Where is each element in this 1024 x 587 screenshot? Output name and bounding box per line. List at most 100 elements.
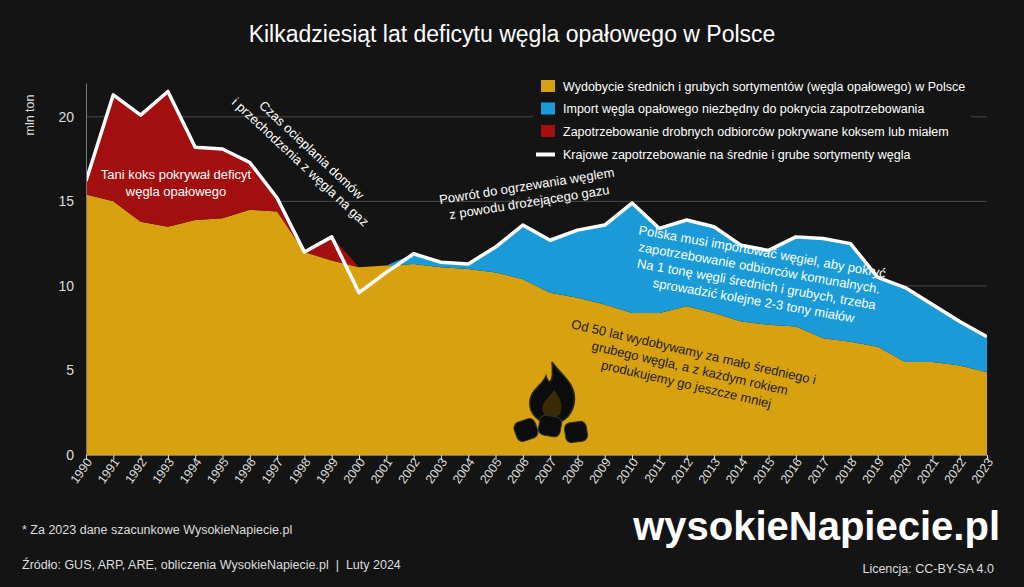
x-tick: 2019 [860,455,887,486]
annotation-text: Czas ocieplania domów [256,98,367,203]
footnote: * Za 2023 dane szacunkowe WysokieNapieci… [22,523,292,537]
x-tick-label: 2008 [559,455,586,486]
x-tick-label: 2003 [423,455,450,486]
x-tick-label: 1999 [313,455,340,486]
x-tick-label: 1991 [95,455,122,486]
x-tick: 2001 [368,455,395,486]
x-tick: 2023 [969,455,996,486]
x-tick-label: 2018 [832,455,859,486]
x-tick: 2002 [395,455,422,486]
x-tick: 2014 [723,455,750,486]
x-tick-label: 2016 [778,455,805,486]
annotation-text: produkujemy go jeszcze mniej [600,357,773,411]
y-axis-line [86,84,87,456]
x-tick-label: 2020 [887,455,914,486]
y-tick-label: 20 [58,109,74,125]
legend-label: Zapotrzebowanie drobnych odbiorców pokry… [563,125,949,139]
x-tick-label: 2002 [395,455,422,486]
x-tick: 1998 [286,455,313,486]
chart-container: Kilkadziesiąt lat deficytu węgla opałowe… [0,0,1024,587]
coal-lump [564,421,589,444]
legend-label: Import węgla opałowego niezbędny do pokr… [563,102,924,116]
y-tick-label: 10 [58,278,74,294]
x-tick: 2010 [614,455,641,486]
area [86,195,987,373]
annotation: Polska musi importować węgiel, aby pokry… [629,222,888,329]
x-tick-label: 1994 [177,455,204,486]
x-tick-label: 2012 [668,455,695,486]
legend-swatch [541,80,555,92]
x-tick-label: 2005 [477,455,504,486]
x-tick-label: 2017 [805,455,832,486]
x-tick-label: 2014 [723,455,750,486]
x-tick-label: 2009 [587,455,614,486]
chart-svg: Kilkadziesiąt lat deficytu węgla opałowe… [0,0,1024,587]
x-tick: 2009 [587,455,614,486]
annotation-text: z powodu drożejącego gazu [448,182,610,222]
x-tick-label: 2011 [642,455,669,485]
x-tick: 2013 [696,455,723,486]
x-tick-label: 2013 [696,455,723,486]
legend-label: Krajowe zapotrzebowanie na średnie i gru… [563,148,910,162]
x-tick: 1992 [122,455,149,486]
annotation-text: i przechodzenia z węgla na gaz [229,95,372,230]
x-tick-label: 1997 [259,455,286,486]
y-tick-label: 15 [58,193,74,209]
legend-swatch [541,125,555,137]
x-tick: 2000 [341,455,368,486]
x-tick-label: 1990 [68,455,95,486]
x-axis: 1990199119921993199419951996199719981999… [68,455,996,486]
x-tick-label: 2000 [341,455,368,486]
x-tick: 1991 [95,455,122,486]
x-tick-label: 1996 [232,455,259,486]
annotation: Czas ocieplania domówi przechodzenia z w… [229,83,383,230]
x-tick-label: 1993 [150,455,177,486]
annotation-text: sprowadzić kolejne 2-3 tony miałów [652,275,857,325]
grid [86,117,987,455]
x-tick: 2003 [423,455,450,486]
coal-lump [512,417,540,443]
annotation: Powrót do ogrzewania węglemz powodu droż… [438,165,618,224]
y-tick: 5 [66,362,86,378]
x-tick: 1995 [204,455,231,486]
y-tick: 15 [58,193,86,209]
license: Licencja: CC-BY-SA 4.0 [862,562,994,576]
x-tick: 1996 [232,455,259,486]
legend-label: Wydobycie średnich i grubych sortymentów… [563,80,965,94]
y-tick: 10 [58,278,86,294]
x-axis-line [87,455,988,456]
x-tick: 2004 [450,455,477,486]
x-tick-label: 2007 [532,455,559,486]
legend-swatch [536,153,555,157]
coal-icon [512,362,588,443]
x-tick: 2005 [477,455,504,486]
x-tick-label: 2001 [368,455,395,486]
flame-inner [542,390,561,418]
x-tick: 2020 [887,455,914,486]
x-tick: 2006 [505,455,532,486]
coal-lump [537,414,562,438]
legend: Wydobycie średnich i grubych sortymentów… [533,75,971,167]
logo: wysokieNapiecie.pl [632,504,1000,548]
annotation-text: Tani koks pokrywał deficyt [101,167,252,182]
x-tick-label: 2015 [750,455,777,486]
y-tick-label: 0 [66,447,74,463]
x-tick: 2008 [559,455,586,486]
x-tick: 1999 [313,455,340,486]
x-tick-label: 2010 [614,455,641,486]
x-tick: 2012 [668,455,695,486]
x-tick-label: 2022 [941,455,968,486]
legend-background [533,75,971,167]
x-tick: 2022 [941,455,968,486]
x-tick: 2007 [532,455,559,486]
y-axis: 0 5 10 15 20 [58,84,86,463]
x-tick: 2011 [642,455,669,486]
x-tick-label: 2004 [450,455,477,486]
x-tick: 2017 [805,455,832,486]
x-tick-label: 2006 [505,455,532,486]
x-tick-label: 2021 [914,455,941,486]
x-tick-label: 1995 [204,455,231,486]
source: Źródło: GUS, ARP, ARE, obliczenia Wysoki… [22,557,401,572]
x-tick: 2016 [778,455,805,486]
y-tick: 20 [58,109,86,125]
